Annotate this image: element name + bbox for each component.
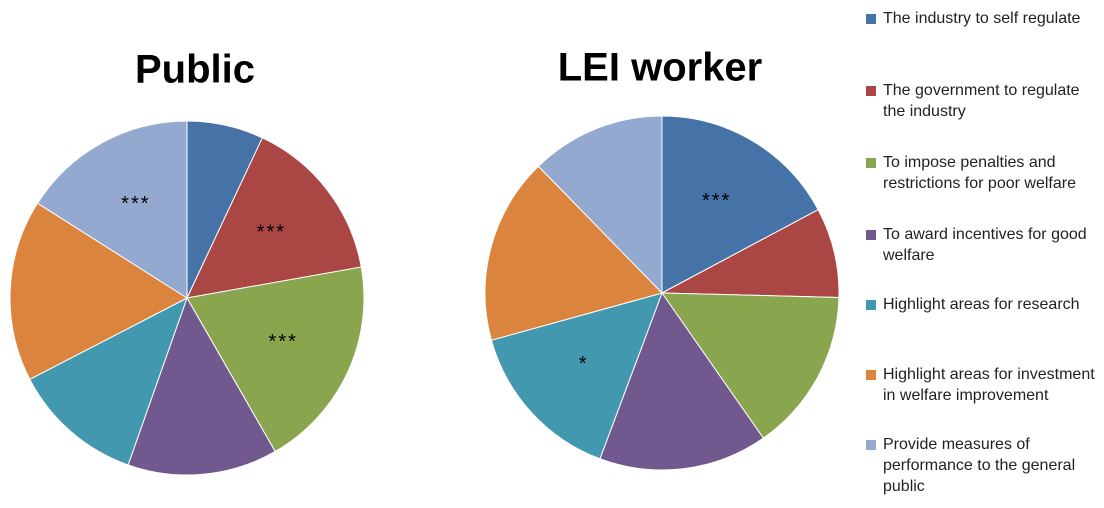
chart-title: LEI worker — [558, 46, 763, 90]
legend-label: To award incentives for good welfare — [883, 226, 1087, 264]
legend-swatch — [866, 86, 876, 96]
legend-item: To award incentives for good welfare — [866, 224, 1102, 266]
legend-item: Provide measures of performance to the g… — [866, 434, 1102, 497]
slice-annotation: * — [579, 353, 589, 375]
legend-label: The government to regulate the industry — [883, 82, 1080, 120]
legend-label: Provide measures of performance to the g… — [883, 436, 1076, 495]
legend-label: To impose penalties and restrictions for… — [883, 154, 1076, 192]
pie-slice — [29, 296, 188, 466]
slice-annotation: *** — [121, 193, 150, 215]
pie-slice — [537, 115, 663, 295]
legend-item: To impose penalties and restrictions for… — [866, 152, 1102, 194]
legend-item: The industry to self regulate — [866, 8, 1102, 29]
charts: Public LEI worker ********* **** — [9, 46, 840, 476]
pie-slice — [661, 115, 819, 294]
slice-annotation: *** — [257, 222, 286, 244]
pie-slice — [599, 291, 765, 471]
legend-swatch — [866, 370, 876, 380]
pie-slice — [661, 292, 840, 439]
pie-slice — [484, 165, 663, 341]
legend-swatch — [866, 440, 876, 450]
legend-label: The industry to self regulate — [883, 10, 1081, 27]
legend-label: Highlight areas for research — [883, 296, 1080, 313]
legend-item: Highlight areas for research — [866, 294, 1102, 315]
legend-label: Highlight areas for investment in welfar… — [883, 366, 1095, 404]
legend-item: The government to regulate the industry — [866, 80, 1102, 122]
chart-title: Public — [135, 48, 255, 92]
legend-swatch — [866, 230, 876, 240]
legend-swatch — [866, 14, 876, 24]
slice-annotation: *** — [702, 190, 731, 212]
legend-swatch — [866, 300, 876, 310]
pie-slice — [127, 296, 276, 476]
pie-slice — [660, 209, 840, 298]
pie-slice — [36, 120, 188, 299]
pie-slice — [186, 137, 362, 299]
pie-slice — [490, 292, 663, 460]
legend-item: Highlight areas for investment in welfar… — [866, 364, 1102, 406]
pie-slice — [186, 266, 365, 453]
legend-swatch — [866, 158, 876, 168]
slice-annotation: *** — [269, 331, 298, 353]
pie-slice — [9, 202, 189, 381]
